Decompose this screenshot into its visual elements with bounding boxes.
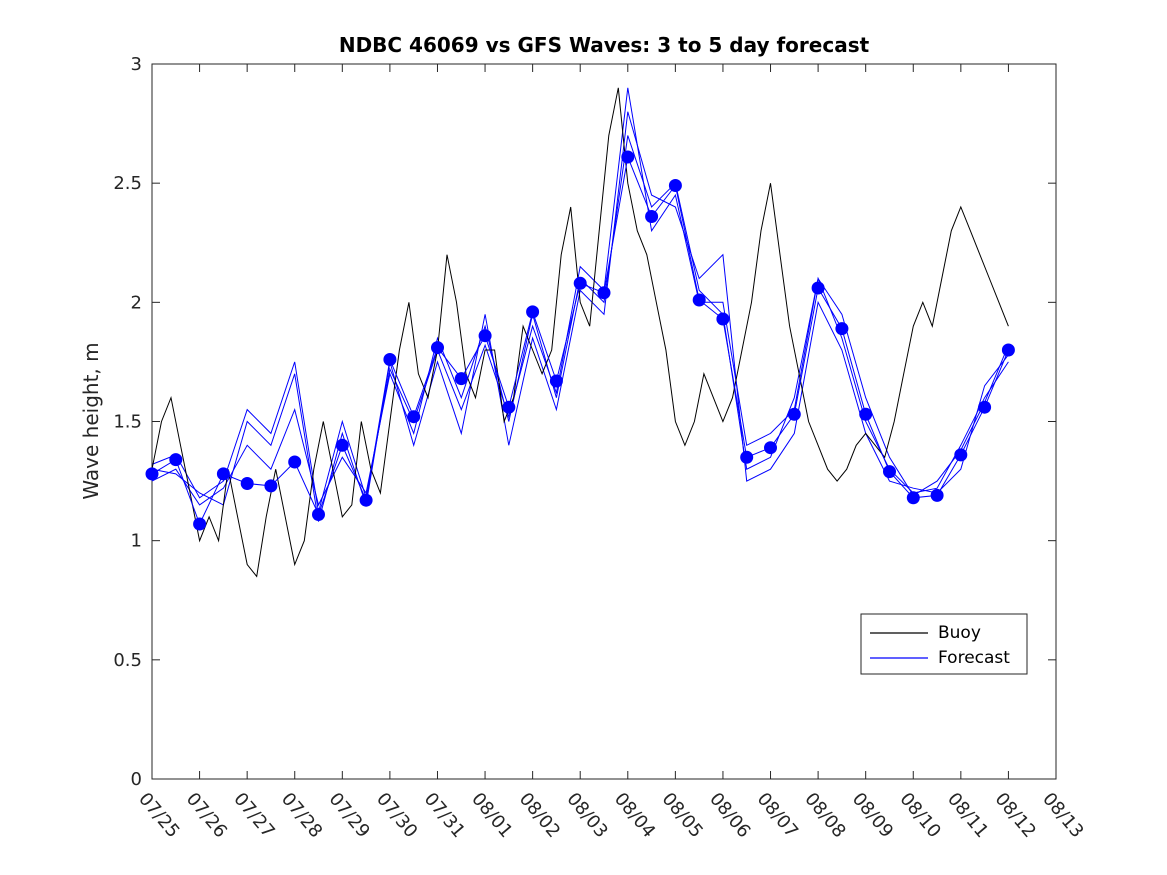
forecast-point: [859, 407, 873, 421]
forecast-point: [431, 341, 444, 355]
x-tick-label: 08/06: [705, 789, 754, 842]
y-tick-label: 1.5: [113, 412, 142, 433]
forecast-point: [954, 448, 968, 462]
y-tick-label: 2.5: [113, 173, 142, 194]
forecast-point: [621, 150, 635, 164]
legend: Buoy Forecast: [860, 613, 1028, 675]
forecast-point: [716, 312, 730, 326]
forecast-point: [335, 438, 349, 452]
forecast-point: [883, 465, 896, 479]
forecast-point: [1001, 343, 1015, 357]
y-tick-label: 1: [131, 531, 142, 552]
x-tick-label: 07/27: [229, 789, 278, 842]
forecast-point: [288, 455, 302, 469]
legend-box: [860, 613, 1028, 675]
y-tick-label: 3: [131, 54, 142, 75]
forecast-point: [383, 353, 397, 366]
x-tick-label: 08/02: [515, 789, 564, 842]
forecast-point: [359, 493, 373, 507]
y-tick-label: 0: [131, 769, 142, 790]
forecast-point: [264, 479, 278, 493]
forecast-point: [526, 305, 540, 319]
y-axis-label: Wave height, m: [79, 342, 103, 499]
forecast-point: [740, 450, 754, 464]
forecast-point: [597, 286, 611, 300]
x-tick-label: 08/03: [562, 789, 611, 842]
y-tick-label: 2: [131, 292, 142, 313]
forecast-point: [407, 410, 421, 424]
forecast-ensemble-line: [151, 87, 1009, 513]
x-tick-label: 07/28: [277, 789, 326, 842]
x-tick-label: 08/09: [848, 789, 897, 842]
x-tick-label: 08/10: [895, 789, 944, 842]
y-tick-label: 0.5: [113, 650, 142, 671]
x-tick-label: 07/29: [324, 789, 373, 842]
x-tick-label: 08/05: [658, 789, 707, 842]
x-tick-label: 08/12: [991, 789, 1040, 842]
forecast-point: [906, 491, 920, 505]
forecast-point: [454, 372, 468, 386]
forecast-point: [549, 374, 563, 388]
chart-title: NDBC 46069 vs GFS Waves: 3 to 5 day fore…: [339, 33, 870, 57]
forecast-point: [835, 322, 849, 336]
x-tick-label: 07/30: [372, 789, 421, 842]
forecast-point: [312, 508, 325, 521]
forecast-point: [169, 453, 183, 467]
forecast-point: [573, 276, 587, 290]
legend-forecast-label: Forecast: [938, 648, 1010, 668]
forecast-point: [930, 488, 944, 502]
x-tick-label: 07/25: [134, 789, 183, 842]
forecast-point: [145, 467, 159, 481]
x-tick-label: 08/04: [610, 789, 659, 842]
forecast-point: [811, 281, 825, 295]
x-tick-label: 07/31: [420, 789, 469, 842]
forecast-point: [668, 179, 682, 192]
x-tick-label: 08/11: [943, 789, 992, 842]
forecast-point: [978, 400, 992, 414]
forecast-point: [240, 477, 254, 490]
buoy-line: [151, 87, 1009, 578]
series-layer: [145, 87, 1015, 578]
x-tick-label: 08/01: [467, 789, 516, 842]
x-tick-label: 07/26: [182, 789, 231, 842]
forecast-point: [692, 293, 706, 307]
legend-buoy-label: Buoy: [938, 623, 981, 643]
x-tick-label: 08/13: [1038, 789, 1087, 842]
x-tick-label: 08/07: [753, 789, 802, 842]
forecast-point: [478, 329, 492, 343]
forecast-point: [216, 467, 230, 481]
forecast-point: [193, 517, 207, 531]
x-tick-label: 08/08: [800, 789, 849, 842]
forecast-point: [645, 210, 659, 223]
forecast-point: [502, 400, 516, 414]
forecast-point: [764, 441, 777, 455]
forecast-point: [787, 407, 801, 421]
